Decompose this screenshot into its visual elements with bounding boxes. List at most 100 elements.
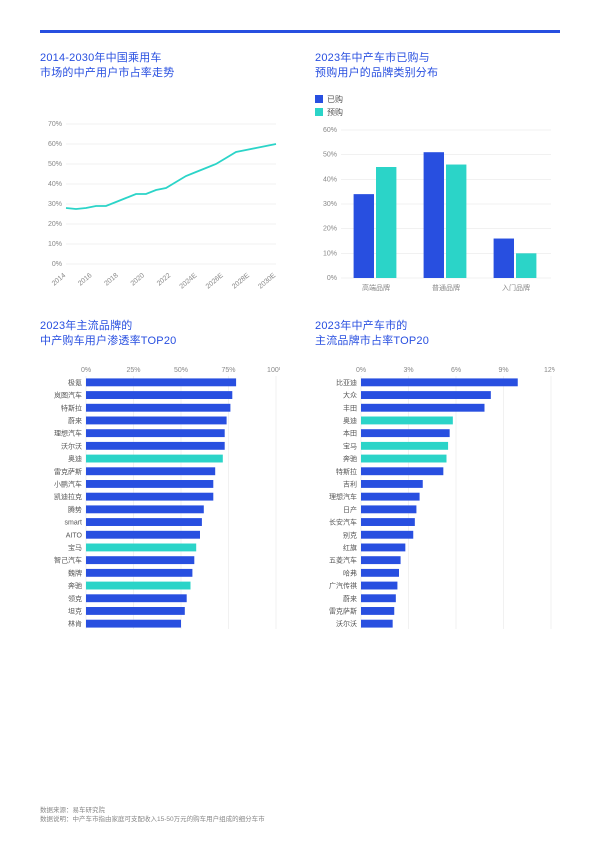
svg-text:75%: 75% [221,367,235,374]
svg-text:特斯拉: 特斯拉 [336,467,357,476]
svg-text:6%: 6% [451,367,461,374]
bar-chart-title: 2023年中产车市已购与预购用户的品牌类别分布 [315,51,560,82]
svg-text:2020: 2020 [130,272,147,287]
svg-text:50%: 50% [323,151,337,158]
svg-text:宝马: 宝马 [68,543,82,552]
svg-text:奔驰: 奔驰 [343,454,357,463]
hbar-left-panel: 2023年主流品牌的中产购车用户渗透率TOP20 0% 25% 50% 75% 100%… [40,319,285,629]
svg-text:五菱汽车: 五菱汽车 [329,555,357,564]
svg-text:20%: 20% [48,221,62,228]
svg-text:AITO: AITO [66,532,83,539]
svg-text:智己汽车: 智己汽车 [54,555,82,564]
svg-text:60%: 60% [323,127,337,134]
svg-text:0%: 0% [81,367,91,374]
svg-text:蔚来: 蔚来 [343,594,357,603]
svg-text:2014: 2014 [51,272,68,287]
legend-label: 已购 [327,94,343,105]
svg-text:普通品牌: 普通品牌 [432,283,460,292]
svg-text:20%: 20% [323,225,337,232]
svg-text:smart: smart [65,519,83,526]
svg-text:2030E: 2030E [257,272,277,291]
svg-text:沃尔沃: 沃尔沃 [336,619,357,628]
svg-text:0%: 0% [327,275,337,282]
hbar-right-panel: 2023年中产车市的主流品牌市占率TOP20 0% 3% 6% 9% 12% 比亚迪大众丰… [315,319,560,629]
svg-text:雷克萨斯: 雷克萨斯 [54,467,82,476]
svg-text:0%: 0% [52,261,62,268]
svg-text:40%: 40% [323,176,337,183]
legend-swatch-icon [315,108,323,116]
line-chart-panel: 2014-2030年中国乘用车市场的中产用户市占率走势 0% 10% 20% 30% 4… [40,51,285,301]
svg-text:10%: 10% [323,250,337,257]
svg-text:25%: 25% [126,367,140,374]
svg-text:哈弗: 哈弗 [343,568,357,577]
svg-text:高端品牌: 高端品牌 [362,283,390,292]
svg-text:理想汽车: 理想汽车 [329,492,357,501]
svg-text:60%: 60% [48,141,62,148]
hbar-left-chart: 0% 25% 50% 75% 100% 极氪岚图汽车特斯拉蔚来理想汽车沃尔沃奥迪雷克萨斯小… [40,362,280,629]
svg-text:40%: 40% [48,181,62,188]
svg-text:小鹏汽车: 小鹏汽车 [54,479,82,488]
svg-text:2024E: 2024E [179,272,199,291]
svg-text:10%: 10% [48,241,62,248]
svg-text:比亚迪: 比亚迪 [336,378,357,387]
footer-source: 数据来源：易车研究院 [40,806,265,815]
svg-text:理想汽车: 理想汽车 [54,428,82,437]
svg-text:雷克萨斯: 雷克萨斯 [329,606,357,615]
svg-text:长安汽车: 长安汽车 [329,517,357,526]
bar-chart: 0% 10% 20% 30% 40% 50% 60% 高端品牌 普通品牌 入门品牌 [315,126,555,296]
svg-text:0%: 0% [356,367,366,374]
svg-text:30%: 30% [323,201,337,208]
svg-text:奥迪: 奥迪 [68,454,82,463]
svg-text:50%: 50% [174,367,188,374]
footer-desc: 数据说明：中产车市指由家庭可支配收入15-50万元的购车用户组成的细分车市 [40,815,265,824]
svg-text:2018: 2018 [103,272,120,287]
svg-text:魏牌: 魏牌 [68,568,82,577]
svg-text:别克: 别克 [343,530,357,539]
svg-text:2022: 2022 [156,272,173,287]
svg-text:2028E: 2028E [231,272,251,291]
svg-text:广汽传祺: 广汽传祺 [329,581,357,590]
svg-text:70%: 70% [48,121,62,128]
svg-text:50%: 50% [48,161,62,168]
svg-text:特斯拉: 特斯拉 [61,403,82,412]
svg-text:林肯: 林肯 [68,619,82,628]
chart-grid: 2014-2030年中国乘用车市场的中产用户市占率走势 0% 10% 20% 30% 4… [40,51,560,629]
svg-text:红旗: 红旗 [343,543,357,552]
svg-text:12%: 12% [544,367,555,374]
svg-text:宝马: 宝马 [343,441,357,450]
svg-text:2016: 2016 [77,272,94,287]
line-chart-title: 2014-2030年中国乘用车市场的中产用户市占率走势 [40,51,285,82]
legend-swatch-icon [315,95,323,103]
top-rule [40,30,560,33]
svg-text:沃尔沃: 沃尔沃 [61,441,82,450]
svg-text:奔驰: 奔驰 [68,581,82,590]
svg-text:奥迪: 奥迪 [343,416,357,425]
svg-text:30%: 30% [48,201,62,208]
svg-text:大众: 大众 [343,390,357,399]
svg-text:凯迪拉克: 凯迪拉克 [54,492,82,501]
svg-text:本田: 本田 [343,428,357,437]
svg-text:岚图汽车: 岚图汽车 [54,390,82,399]
svg-text:3%: 3% [403,367,413,374]
line-chart: 0% 10% 20% 30% 40% 50% 60% 70% 2014 2016 2018 2020 2… [40,94,280,294]
svg-text:2026E: 2026E [205,272,225,291]
legend-item-purchased: 已购 [315,94,560,105]
svg-text:蔚来: 蔚来 [68,416,82,425]
svg-text:坦克: 坦克 [68,606,82,615]
legend-label: 预购 [327,107,343,118]
footer-note: 数据来源：易车研究院 数据说明：中产车市指由家庭可支配收入15-50万元的购车用… [40,806,265,824]
svg-text:极氪: 极氪 [68,378,82,387]
svg-text:吉利: 吉利 [343,479,357,488]
svg-text:日产: 日产 [343,505,357,514]
hbar-left-title: 2023年主流品牌的中产购车用户渗透率TOP20 [40,319,285,350]
svg-text:入门品牌: 入门品牌 [502,283,530,292]
bar-chart-legend: 已购 预购 [315,94,560,118]
hbar-right-chart: 0% 3% 6% 9% 12% 比亚迪大众丰田奥迪本田宝马奔驰特斯拉吉利理想汽车日产长安汽… [315,362,555,629]
svg-text:丰田: 丰田 [343,403,357,412]
svg-text:100%: 100% [267,367,280,374]
hbar-right-title: 2023年中产车市的主流品牌市占率TOP20 [315,319,560,350]
legend-item-planned: 预购 [315,107,560,118]
svg-text:9%: 9% [498,367,508,374]
svg-text:腾势: 腾势 [68,505,82,514]
bar-chart-panel: 2023年中产车市已购与预购用户的品牌类别分布 已购 预购 0% 10% 20% 30… [315,51,560,301]
